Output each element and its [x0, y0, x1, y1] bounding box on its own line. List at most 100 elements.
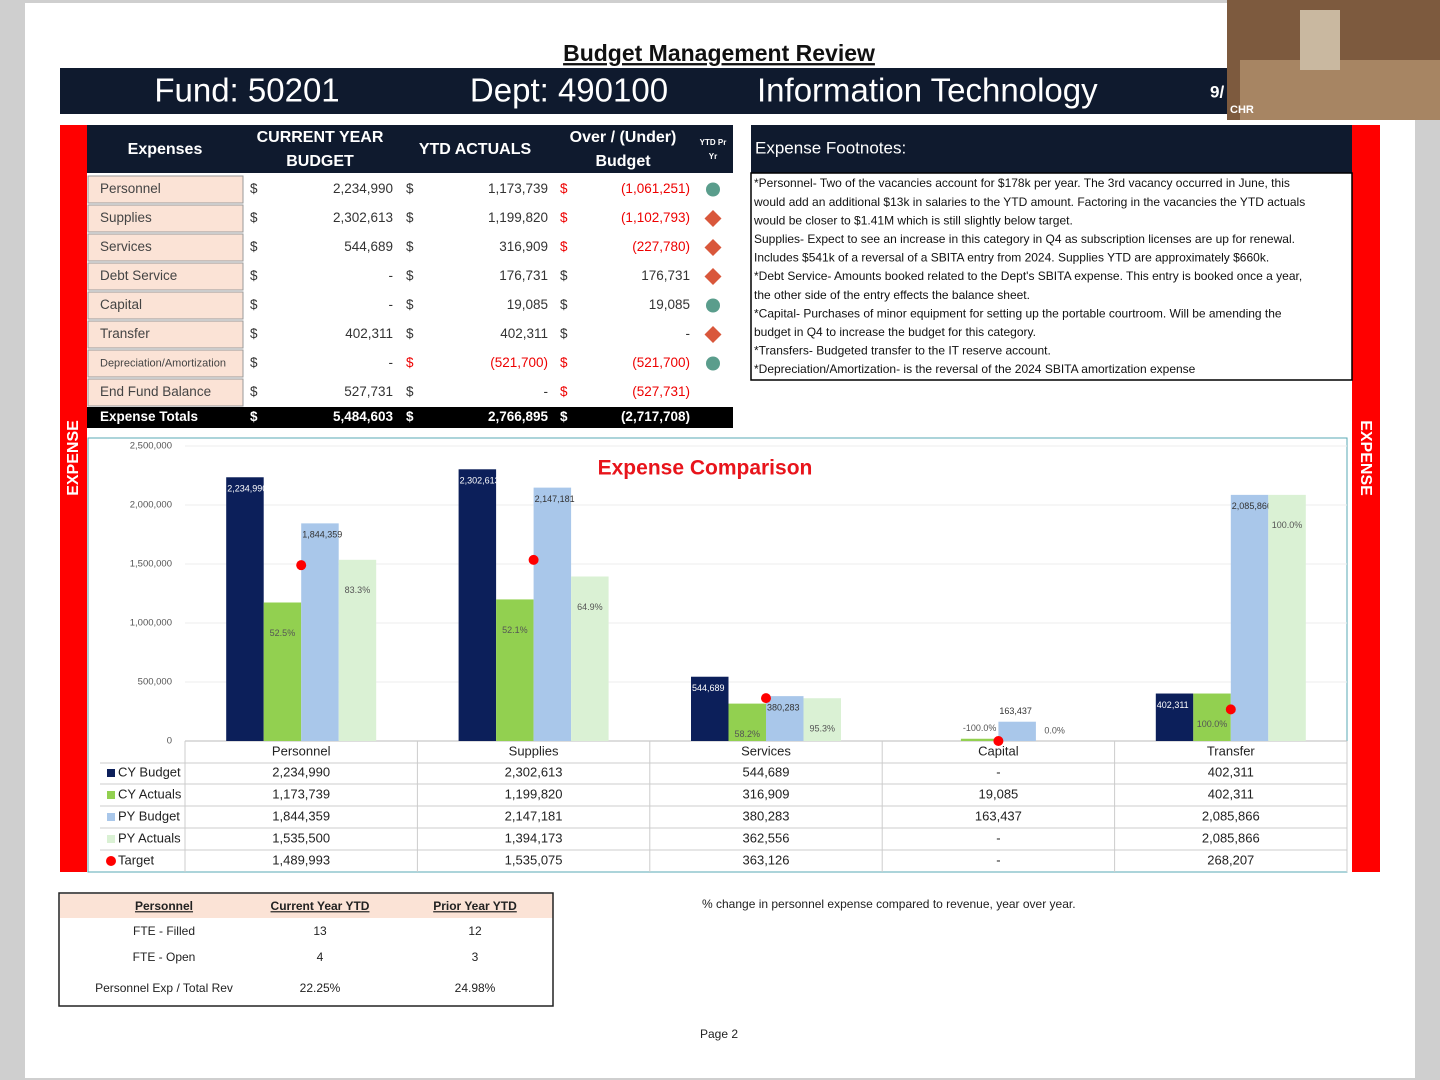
cell-value: (1,061,251)	[621, 181, 690, 196]
footnote-line: budget in Q4 to increase the budget for …	[754, 325, 1036, 339]
bar	[998, 721, 1036, 741]
cell-value: 19,085	[649, 297, 690, 312]
footnotes-box	[750, 172, 1353, 381]
y-tick-label: 1,500,000	[130, 559, 172, 570]
x-tick-label: Transfer	[1207, 743, 1256, 758]
video-door	[1300, 10, 1340, 70]
currency: $	[406, 384, 414, 399]
table-header	[87, 125, 733, 173]
row-label: Depreciation/Amortization	[100, 357, 226, 369]
legend-marker	[107, 769, 115, 777]
personnel-cell: FTE - Filled	[133, 924, 195, 938]
footnote-line: Includes $541k of a reversal of a SBITA …	[754, 251, 1269, 265]
indicator	[704, 326, 722, 343]
table-value: 363,126	[743, 852, 790, 867]
personnel-column: Prior Year YTD	[433, 899, 517, 913]
currency: $	[250, 326, 258, 341]
table-value: -	[996, 764, 1000, 779]
bar	[803, 698, 841, 741]
legend-marker	[107, 813, 115, 821]
currency: $	[406, 355, 414, 370]
bar	[571, 576, 609, 741]
percent-label: 58.2%	[734, 729, 760, 739]
legend-marker	[107, 835, 115, 843]
y-tick-label: 1,000,000	[130, 618, 172, 629]
cell-value: -	[544, 384, 549, 399]
footnote-line: *Personnel- Two of the vacancies account…	[754, 176, 1290, 190]
percent-label: 0.0%	[1044, 725, 1065, 735]
cell-value: -	[389, 268, 394, 283]
row-label: Debt Service	[100, 268, 177, 283]
video-label: CHR	[1230, 104, 1254, 116]
bar	[533, 487, 572, 741]
table-value: 544,689	[743, 764, 790, 779]
table-value: 2,234,990	[272, 764, 330, 779]
bar	[1230, 494, 1269, 741]
chart-frame	[87, 437, 1348, 873]
footnote-line: Supplies- Expect to see an increase in t…	[754, 232, 1295, 246]
cell-value: 544,689	[344, 239, 393, 254]
row-label: End Fund Balance	[100, 384, 211, 399]
row-label: Personnel	[100, 181, 161, 196]
bar	[338, 559, 377, 741]
row-label-cell	[87, 320, 244, 349]
row-label-cell	[87, 291, 244, 320]
page-number: Page 2	[700, 1027, 738, 1041]
cell-value: (227,780)	[632, 239, 690, 254]
bar-label: 2,147,181	[535, 494, 575, 504]
table-value: 163,437	[975, 808, 1022, 823]
bar	[691, 676, 729, 741]
table-value: 402,311	[1208, 786, 1254, 801]
table-value: -	[996, 852, 1000, 867]
currency: $	[250, 355, 258, 370]
row-label: Transfer	[100, 326, 150, 341]
percent-label: -100.0%	[963, 723, 997, 733]
currency: $	[406, 239, 414, 254]
personnel-cell: FTE - Open	[133, 950, 196, 964]
cell-value: 527,731	[344, 384, 393, 399]
table-value: 19,085	[979, 786, 1019, 801]
table-value: 2,302,613	[505, 764, 563, 779]
row-label: Capital	[100, 297, 142, 312]
table-value: 1,535,075	[505, 852, 563, 867]
cell-value: 176,731	[499, 268, 548, 283]
currency: $	[406, 409, 414, 424]
percent-label: 64.9%	[577, 602, 603, 612]
cell-value: -	[389, 355, 394, 370]
cell-value: (521,700)	[490, 355, 548, 370]
cell-value: 402,311	[500, 326, 548, 341]
personnel-cell: 22.25%	[300, 981, 341, 995]
totals-row	[87, 407, 733, 428]
y-tick-label: 500,000	[138, 677, 172, 688]
currency: $	[406, 268, 414, 283]
currency: $	[406, 181, 414, 196]
y-tick-label: 2,000,000	[130, 500, 172, 511]
title: Budget Management Review	[563, 40, 875, 66]
note: % change in personnel expense compared t…	[702, 897, 1076, 911]
indicator	[704, 210, 722, 227]
footnote-line: would be closer to $1.41M which is still…	[753, 213, 1073, 227]
table-value: 2,085,866	[1202, 830, 1260, 845]
x-tick-label: Supplies	[509, 743, 559, 758]
cell-value: 2,234,990	[333, 181, 393, 196]
table-value: 1,394,173	[505, 830, 563, 845]
legend-label: PY Budget	[118, 808, 180, 823]
date: 9/	[1210, 82, 1224, 101]
header-band	[60, 68, 1230, 114]
totals-value: 5,484,603	[333, 409, 394, 424]
cell-value: 2,302,613	[333, 210, 393, 225]
currency: $	[560, 239, 568, 254]
row-label: Supplies	[100, 210, 152, 225]
column-header: YTD Pr	[700, 138, 727, 147]
personnel-cell: 4	[317, 950, 324, 964]
legend-label: Target	[118, 852, 155, 867]
cell-value: (527,731)	[632, 384, 690, 399]
footnote-line: *Debt Service- Amounts booked related to…	[754, 269, 1302, 283]
side-band-right	[1352, 125, 1380, 872]
cell-value: 1,199,820	[488, 210, 548, 225]
personnel-cell: Personnel Exp / Total Rev	[95, 981, 233, 995]
footnote-line: *Transfers- Budgeted transfer to the IT …	[754, 344, 1051, 358]
currency: $	[560, 384, 568, 399]
indicator	[706, 356, 720, 371]
